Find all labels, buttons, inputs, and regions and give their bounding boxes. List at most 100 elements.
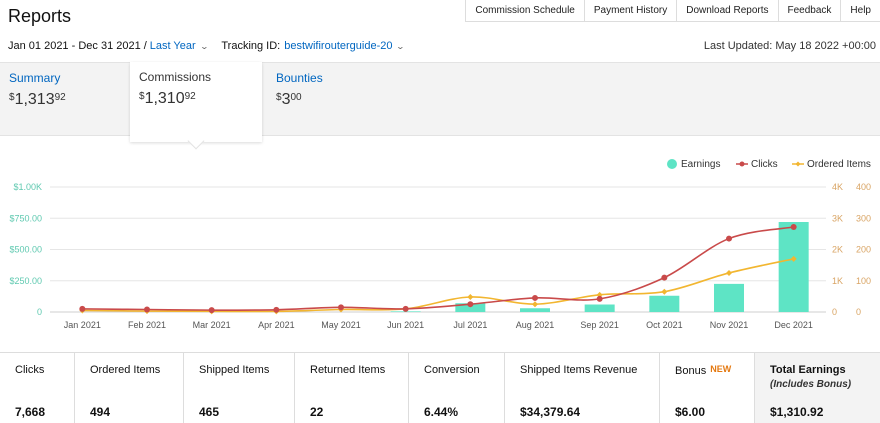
last-updated: Last Updated: May 18 2022 +00:00 xyxy=(703,40,876,52)
clicks-axis-tick: 2K xyxy=(832,245,843,255)
clicks-axis-tick: 4K xyxy=(832,182,843,192)
summary-tabs: Summary $1,31392 Commissions $1,31092 Bo… xyxy=(0,62,880,142)
stat-label: Conversion xyxy=(424,364,480,376)
x-tick-label: Sep 2021 xyxy=(580,320,619,330)
stat-ordered-items: Ordered Items 494 xyxy=(75,353,184,423)
tab-amount: $1,31092 xyxy=(139,90,196,107)
tab-summary[interactable]: Summary $1,31392 xyxy=(0,63,128,137)
clicks-point xyxy=(273,306,280,313)
tab-commissions[interactable]: Commissions $1,31092 xyxy=(130,62,262,142)
left-axis-tick: 0 xyxy=(37,307,42,317)
clicks-line xyxy=(82,226,794,311)
ordered-items-point xyxy=(532,301,538,308)
stat-shipped-revenue: Shipped Items Revenue $34,379.64 xyxy=(505,353,660,423)
clicks-point xyxy=(338,304,344,311)
stat-value: $6.00 xyxy=(675,405,706,419)
clicks-point xyxy=(208,307,215,314)
filter-row: Jan 01 2021 - Dec 31 2021 / Last Year ⌄ … xyxy=(8,38,880,54)
clicks-point xyxy=(79,305,86,312)
left-axis-tick: $1.00K xyxy=(13,182,42,192)
tab-amount: $1,31392 xyxy=(9,91,66,108)
tracking-id-dropdown[interactable]: bestwifirouterguide-20 xyxy=(284,40,393,52)
chevron-down-icon[interactable]: ⌄ xyxy=(396,41,406,51)
earnings-bar xyxy=(714,283,744,312)
x-tick-label: Feb 2021 xyxy=(128,320,166,330)
download-reports-button[interactable]: Download Reports xyxy=(676,0,778,22)
stat-value: 22 xyxy=(310,405,324,419)
earnings-bar xyxy=(584,304,615,312)
x-tick-label: Apr 2021 xyxy=(258,320,295,330)
items-axis-tick: 200 xyxy=(856,245,871,255)
items-axis-tick: 100 xyxy=(856,276,871,286)
clicks-point xyxy=(467,301,474,308)
ordered-items-point xyxy=(726,269,732,276)
new-badge: NEW xyxy=(710,364,732,374)
x-tick-label: Oct 2021 xyxy=(646,320,683,330)
clicks-point xyxy=(661,274,668,281)
stat-returned-items: Returned Items 22 xyxy=(295,353,409,423)
earnings-bar xyxy=(649,295,680,312)
x-tick-label: Jul 2021 xyxy=(453,320,487,330)
earnings-bar xyxy=(778,222,809,312)
top-nav: Commission Schedule Payment History Down… xyxy=(465,0,880,22)
feedback-button[interactable]: Feedback xyxy=(777,0,841,22)
stat-label: Total Earnings (Includes Bonus) xyxy=(770,364,880,398)
legend-clicks-marker xyxy=(739,161,745,167)
x-tick-label: Mar 2021 xyxy=(193,320,231,330)
items-axis-tick: 400 xyxy=(856,182,871,192)
stat-label: Shipped Items Revenue xyxy=(520,364,638,376)
stat-value: $34,379.64 xyxy=(520,405,581,419)
left-axis-tick: $500.00 xyxy=(9,245,42,255)
earnings-bar xyxy=(455,303,486,312)
clicks-point xyxy=(402,305,409,312)
legend-items-marker xyxy=(795,161,801,167)
stat-value: $1,310.92 xyxy=(770,405,824,419)
stat-total-earnings: Total Earnings (Includes Bonus) $1,310.92 xyxy=(755,353,880,423)
stat-value: 6.44% xyxy=(424,405,459,419)
ordered-items-line xyxy=(82,258,794,313)
clicks-axis-tick: 0 xyxy=(832,307,837,317)
legend-earnings-label: Earnings xyxy=(681,159,720,170)
stat-label: Clicks xyxy=(15,364,45,376)
clicks-point xyxy=(144,306,150,313)
stat-label: Bonus NEW xyxy=(675,364,732,377)
stat-shipped-items: Shipped Items 465 xyxy=(184,353,295,423)
stat-clicks: Clicks 7,668 xyxy=(0,353,75,423)
stats-row: Clicks 7,668 Ordered Items 494 Shipped I… xyxy=(0,352,880,423)
earnings-chart: 0 0 0 $250.00 1K 100 $500.00 2K 200 $750.00 3K 300 $… xyxy=(0,148,880,344)
legend-earnings-marker xyxy=(667,159,677,169)
clicks-point xyxy=(790,224,797,230)
stat-value: 494 xyxy=(90,405,111,419)
tracking-label: Tracking ID: xyxy=(221,40,281,52)
payment-history-button[interactable]: Payment History xyxy=(583,0,677,22)
commission-schedule-button[interactable]: Commission Schedule xyxy=(465,0,584,22)
legend-items-label: Ordered Items xyxy=(807,159,871,170)
x-tick-label: Aug 2021 xyxy=(516,320,555,330)
tab-amount: $300 xyxy=(276,91,302,108)
tab-label: Bounties xyxy=(276,71,323,85)
clicks-point xyxy=(596,295,603,302)
tab-bounties[interactable]: Bounties $300 xyxy=(267,63,387,137)
clicks-point xyxy=(726,235,732,242)
chart-svg: 0 0 0 $250.00 1K 100 $500.00 2K 200 $750.00 3K 300 $… xyxy=(9,159,871,330)
ordered-items-point xyxy=(790,255,797,262)
left-axis-tick: $250.00 xyxy=(9,276,42,286)
stat-label: Shipped Items xyxy=(199,364,270,376)
chevron-down-icon[interactable]: ⌄ xyxy=(199,41,209,51)
earnings-bar xyxy=(520,308,550,312)
period-dropdown[interactable]: Last Year xyxy=(149,40,196,52)
date-separator: / xyxy=(143,40,147,52)
stat-conversion: Conversion 6.44% xyxy=(409,353,505,423)
legend-clicks-label: Clicks xyxy=(751,159,778,170)
clicks-axis-tick: 3K xyxy=(832,213,843,223)
stat-sublabel: (Includes Bonus) xyxy=(770,379,852,390)
x-tick-label: May 2021 xyxy=(321,320,361,330)
date-range: Jan 01 2021 - Dec 31 2021 xyxy=(8,40,141,52)
stat-label: Ordered Items xyxy=(90,364,161,376)
items-axis-tick: 300 xyxy=(856,213,871,223)
x-tick-label: Jun 2021 xyxy=(387,320,424,330)
tab-label: Summary xyxy=(9,71,61,85)
help-button[interactable]: Help xyxy=(840,0,880,22)
stat-label: Returned Items xyxy=(310,364,386,376)
stat-bonus: Bonus NEW $6.00 xyxy=(660,353,755,423)
